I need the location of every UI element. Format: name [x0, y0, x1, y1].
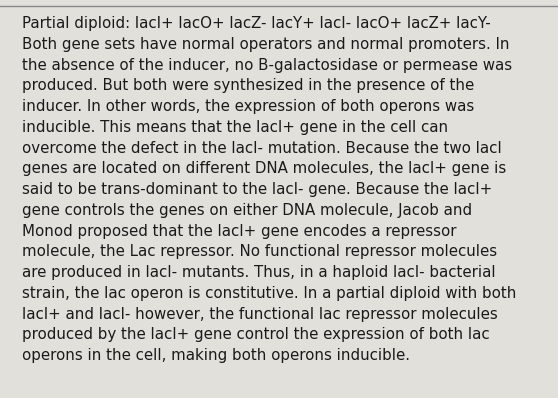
Text: Partial diploid: lacI+ lacO+ lacZ- lacY+ lacI- lacO+ lacZ+ lacY-
Both gene sets : Partial diploid: lacI+ lacO+ lacZ- lacY+…	[22, 16, 516, 363]
